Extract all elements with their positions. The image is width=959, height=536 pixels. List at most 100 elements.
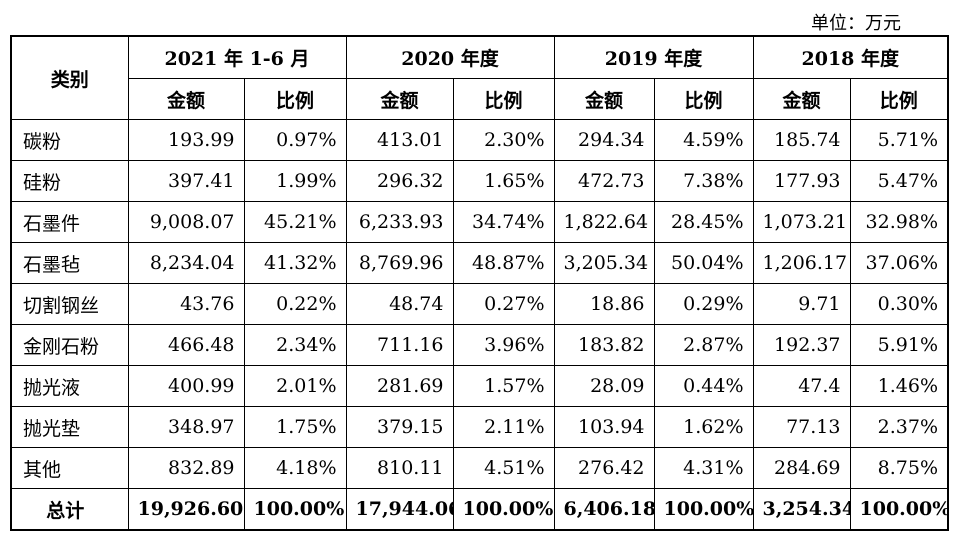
amount-cell: 192.37 [752, 324, 851, 366]
ratio-cell: 1.62% [653, 406, 754, 448]
amount-cell: 77.13 [752, 406, 851, 448]
amount-cell: 3,254.34 [752, 488, 851, 531]
amount-cell: 711.16 [345, 324, 454, 366]
ratio-cell: 0.27% [452, 283, 555, 325]
header-ratio: 比例 [849, 78, 949, 120]
ratio-cell: 0.22% [243, 283, 347, 325]
table-row: 石墨毡 8,234.04 41.32% 8,769.96 48.87% 3,205.34 5… [10, 242, 949, 284]
ratio-cell: 7.38% [653, 160, 754, 202]
ratio-cell: 4.51% [452, 447, 555, 489]
unit-label: 单位：万元 [811, 13, 901, 34]
ratio-cell: 2.30% [452, 119, 555, 161]
table-row: 其他 832.89 4.18% 810.11 4.51% 276.42 4.31% 284.6… [10, 447, 949, 489]
amount-cell: 47.4 [752, 365, 851, 407]
header-amount: 金额 [345, 78, 454, 120]
amount-cell: 400.99 [127, 365, 245, 407]
amount-cell: 1,206.17 [752, 242, 851, 284]
header-amount: 金额 [553, 78, 655, 120]
amount-cell: 19,926.60 [127, 488, 245, 531]
ratio-cell: 41.32% [243, 242, 347, 284]
amount-cell: 183.82 [553, 324, 655, 366]
ratio-cell: 2.01% [243, 365, 347, 407]
ratio-cell: 5.47% [849, 160, 949, 202]
ratio-cell: 1.46% [849, 365, 949, 407]
ratio-cell: 0.30% [849, 283, 949, 325]
amount-cell: 832.89 [127, 447, 245, 489]
row-category-label: 抛光液 [10, 365, 129, 407]
amount-cell: 18.86 [553, 283, 655, 325]
amount-cell: 48.74 [345, 283, 454, 325]
amount-cell: 8,234.04 [127, 242, 245, 284]
row-category-label: 切割钢丝 [10, 283, 129, 325]
table-row: 石墨件 9,008.07 45.21% 6,233.93 34.74% 1,822.64 2… [10, 201, 949, 243]
header-period: 2021 年 1-6 月 [127, 35, 347, 79]
amount-cell: 9.71 [752, 283, 851, 325]
ratio-cell: 3.96% [452, 324, 555, 366]
amount-cell: 397.41 [127, 160, 245, 202]
amount-cell: 413.01 [345, 119, 454, 161]
ratio-cell: 2.11% [452, 406, 555, 448]
amount-cell: 43.76 [127, 283, 245, 325]
row-category-label: 硅粉 [10, 160, 129, 202]
table-row: 抛光液 400.99 2.01% 281.69 1.57% 28.09 0.44% 47.4 1… [10, 365, 949, 407]
total-row: 总计 19,926.60 100.00% 17,944.06 100.00% 6,406.… [10, 488, 949, 531]
amount-cell: 1,073.21 [752, 201, 851, 243]
header-row-metrics: 金额 比例 金额 比例 金额 比例 金额 比例 [11, 78, 949, 120]
amount-cell: 472.73 [553, 160, 655, 202]
procurement-table: 类别 2021 年 1-6 月 2020 年度 2019 年度 2018 年度 … [10, 35, 949, 531]
amount-cell: 284.69 [752, 447, 851, 489]
header-category: 类别 [10, 35, 129, 120]
table-row: 切割钢丝 43.76 0.22% 48.74 0.27% 18.86 0.29% 9.71 0.… [10, 283, 949, 325]
ratio-cell: 32.98% [849, 201, 949, 243]
ratio-cell: 4.31% [653, 447, 754, 489]
ratio-cell: 4.59% [653, 119, 754, 161]
header-ratio: 比例 [452, 78, 555, 120]
ratio-cell: 37.06% [849, 242, 949, 284]
amount-cell: 379.15 [345, 406, 454, 448]
ratio-cell: 8.75% [849, 447, 949, 489]
amount-cell: 193.99 [127, 119, 245, 161]
ratio-cell: 1.75% [243, 406, 347, 448]
header-row-periods: 类别 2021 年 1-6 月 2020 年度 2019 年度 2018 年度 [10, 35, 949, 120]
ratio-cell: 2.37% [849, 406, 949, 448]
ratio-cell: 100.00% [452, 488, 555, 531]
ratio-cell: 28.45% [653, 201, 754, 243]
row-category-label: 其他 [10, 447, 129, 489]
row-category-label: 石墨件 [10, 201, 129, 243]
amount-cell: 177.93 [752, 160, 851, 202]
amount-cell: 185.74 [752, 119, 851, 161]
ratio-cell: 100.00% [243, 488, 347, 531]
row-category-label: 总计 [10, 488, 129, 531]
ratio-cell: 0.44% [653, 365, 754, 407]
ratio-cell: 2.87% [653, 324, 754, 366]
ratio-cell: 5.91% [849, 324, 949, 366]
table-row: 碳粉 193.99 0.97% 413.01 2.30% 294.34 4.59% 185.7… [10, 119, 949, 161]
ratio-cell: 48.87% [452, 242, 555, 284]
amount-cell: 294.34 [553, 119, 655, 161]
amount-cell: 6,406.18 [553, 488, 655, 531]
ratio-cell: 2.34% [243, 324, 347, 366]
amount-cell: 9,008.07 [127, 201, 245, 243]
amount-cell: 6,233.93 [345, 201, 454, 243]
header-ratio: 比例 [243, 78, 347, 120]
amount-cell: 296.32 [345, 160, 454, 202]
amount-cell: 1,822.64 [553, 201, 655, 243]
amount-cell: 466.48 [127, 324, 245, 366]
ratio-cell: 0.97% [243, 119, 347, 161]
amount-cell: 3,205.34 [553, 242, 655, 284]
row-category-label: 碳粉 [10, 119, 129, 161]
row-category-label: 金刚石粉 [10, 324, 129, 366]
row-category-label: 抛光垫 [10, 406, 129, 448]
ratio-cell: 4.18% [243, 447, 347, 489]
amount-cell: 17,944.06 [345, 488, 454, 531]
header-period: 2019 年度 [553, 35, 754, 79]
header-period: 2020 年度 [345, 35, 555, 79]
header-ratio: 比例 [653, 78, 754, 120]
amount-cell: 348.97 [127, 406, 245, 448]
amount-cell: 810.11 [345, 447, 454, 489]
table-body: 碳粉 193.99 0.97% 413.01 2.30% 294.34 4.59% 185.7… [10, 119, 949, 531]
ratio-cell: 1.99% [243, 160, 347, 202]
header-amount: 金额 [127, 78, 245, 120]
table-row: 金刚石粉 466.48 2.34% 711.16 3.96% 183.82 2.87% 192… [10, 324, 949, 366]
header-amount: 金额 [752, 78, 851, 120]
